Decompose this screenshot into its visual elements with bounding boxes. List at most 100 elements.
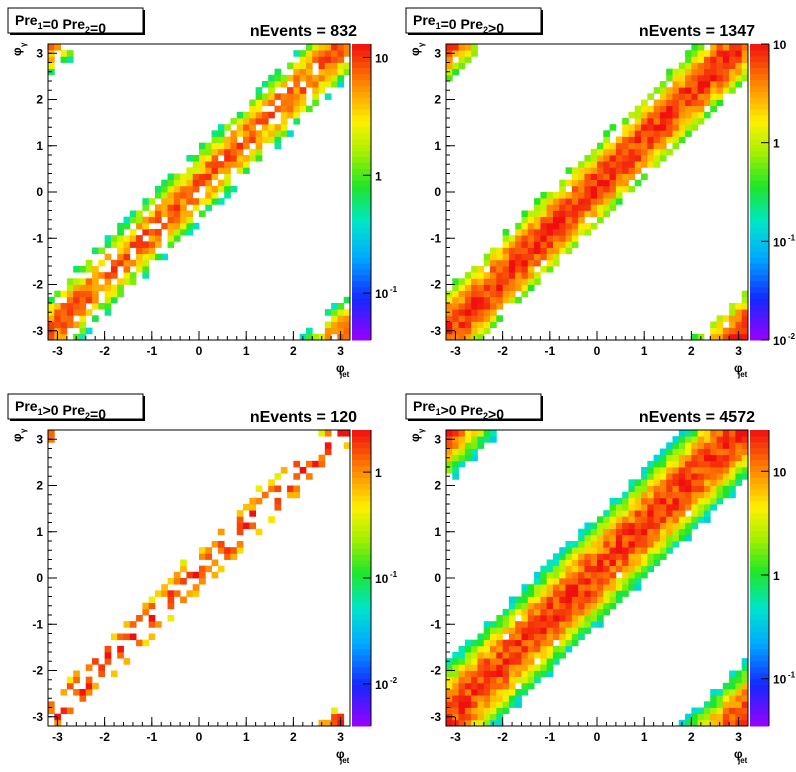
heat-cell <box>741 62 749 70</box>
heat-cell <box>729 448 736 456</box>
color-bar-segment <box>352 536 371 543</box>
color-bar-segment <box>352 506 371 514</box>
heat-cell <box>217 198 225 205</box>
heat-cell <box>343 50 351 57</box>
color-bar-segment <box>750 625 769 632</box>
heat-cell <box>255 136 263 144</box>
heat-cell <box>173 571 181 579</box>
heat-cell <box>79 695 87 702</box>
heat-cell <box>716 81 724 88</box>
nevents-label: nEvents = 4572 <box>639 409 755 426</box>
heat-cell <box>230 130 238 137</box>
heat-cell <box>622 167 629 174</box>
heat-cell <box>527 633 535 641</box>
heat-cell <box>471 701 478 708</box>
heat-cell <box>452 436 459 443</box>
color-bar-segment <box>750 572 769 579</box>
heat-cell <box>710 713 717 721</box>
heat-cell <box>678 534 686 542</box>
z-tick-exponent: -1 <box>788 233 796 242</box>
heat-cell <box>741 50 749 57</box>
heat-cell <box>110 633 118 641</box>
color-bar-segment <box>750 495 769 502</box>
heat-cell <box>274 504 282 511</box>
heat-cell <box>274 130 282 137</box>
heat-cell <box>483 670 491 678</box>
panel-title: Pre1>0 Pre2=0 <box>15 398 106 422</box>
heat-cell <box>142 198 150 205</box>
heat-cell <box>446 670 453 678</box>
heat-cell <box>590 584 598 591</box>
heat-cell <box>552 627 560 634</box>
heat-cell <box>578 528 585 536</box>
y-tick-label: -3 <box>32 710 43 724</box>
heat-cell <box>142 608 150 616</box>
heat-cell <box>597 210 604 218</box>
heat-cell <box>691 56 699 63</box>
heat-cell <box>590 602 598 610</box>
color-bar-segment <box>352 168 371 175</box>
heat-cell <box>729 485 736 493</box>
heat-cell <box>60 56 68 63</box>
heat-cell <box>741 460 749 468</box>
heat-cell <box>697 485 705 493</box>
heat-cell <box>609 553 617 560</box>
heat-cell <box>710 719 717 727</box>
heat-cell <box>224 192 231 199</box>
heat-cell <box>703 510 711 517</box>
heat-cell <box>653 161 661 168</box>
heat-cell <box>634 491 642 499</box>
heat-cell <box>540 192 548 199</box>
heat-cell <box>559 621 566 628</box>
heat-cell <box>490 259 497 267</box>
heat-cell <box>54 290 61 298</box>
heat-cell <box>571 235 579 242</box>
heat-cell <box>634 142 642 150</box>
heat-cell <box>458 707 466 715</box>
heat-cell <box>615 504 623 511</box>
heat-cell <box>471 652 478 659</box>
heat-cell <box>565 167 573 174</box>
heat-cell <box>496 707 504 715</box>
heat-cell <box>452 454 459 462</box>
heat-cell <box>710 105 717 113</box>
heat-cell <box>110 235 118 242</box>
heat-cell <box>527 235 535 242</box>
heat-cell <box>590 615 598 622</box>
heat-cell <box>552 578 560 585</box>
heat-cell <box>559 633 566 641</box>
heat-cell <box>590 547 598 554</box>
heat-cell <box>496 253 504 261</box>
heat-cell <box>647 547 655 554</box>
heat-cell <box>331 321 338 329</box>
heat-cell <box>464 44 472 51</box>
heat-cell <box>678 430 686 437</box>
heat-cell <box>659 93 667 100</box>
heat-cell <box>628 479 636 486</box>
heat-cell <box>54 44 61 51</box>
heat-cell <box>274 81 282 88</box>
heat-cell <box>659 504 667 511</box>
heat-cell <box>464 454 472 462</box>
heat-cell <box>452 676 459 684</box>
heat-cell <box>685 479 692 486</box>
heat-cell <box>691 430 699 437</box>
heat-cell <box>477 689 485 696</box>
heat-cell <box>508 627 516 634</box>
heat-cell <box>703 504 711 511</box>
heat-cell <box>452 50 459 57</box>
heat-cell <box>565 590 573 597</box>
heat-cell <box>597 608 604 616</box>
heat-cell <box>48 303 55 310</box>
heat-cell <box>154 621 162 628</box>
heat-cell <box>603 547 610 554</box>
heat-cell <box>521 639 529 647</box>
heat-cell <box>527 210 535 218</box>
heat-cell <box>703 62 711 70</box>
heat-cell <box>659 136 667 144</box>
heat-cell <box>584 608 592 616</box>
heat-cell <box>672 541 680 548</box>
heat-cell <box>584 229 592 236</box>
x-tick-label: -1 <box>146 730 157 744</box>
heat-cell <box>565 553 573 560</box>
